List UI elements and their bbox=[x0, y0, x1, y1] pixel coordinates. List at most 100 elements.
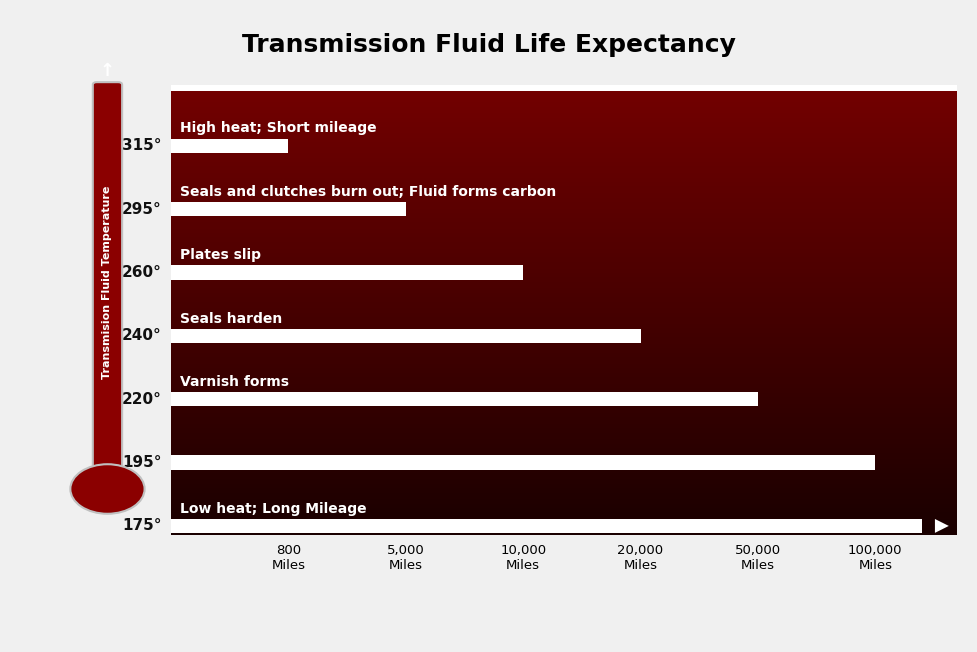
Bar bbox=[171, 321, 957, 324]
Bar bbox=[171, 198, 957, 200]
Bar bbox=[171, 479, 957, 481]
Bar bbox=[171, 136, 957, 138]
Bar bbox=[171, 111, 957, 113]
Bar bbox=[171, 180, 957, 182]
Text: Seals harden: Seals harden bbox=[181, 312, 282, 325]
Bar bbox=[171, 391, 957, 393]
Bar bbox=[171, 131, 957, 133]
Bar bbox=[171, 299, 957, 302]
Bar bbox=[171, 113, 957, 115]
Bar bbox=[171, 125, 957, 126]
Bar bbox=[171, 233, 957, 235]
Bar bbox=[171, 162, 957, 164]
Bar bbox=[171, 455, 957, 457]
Text: 260°: 260° bbox=[122, 265, 161, 280]
Bar bbox=[171, 306, 957, 308]
Bar bbox=[171, 302, 957, 304]
Bar bbox=[171, 326, 957, 329]
Bar bbox=[171, 364, 957, 366]
Bar bbox=[171, 266, 957, 269]
Bar bbox=[171, 512, 957, 514]
Bar bbox=[171, 475, 957, 477]
Bar bbox=[171, 514, 957, 517]
Bar bbox=[171, 229, 957, 231]
Bar bbox=[171, 242, 957, 244]
Text: Seals and clutches burn out; Fluid forms carbon: Seals and clutches burn out; Fluid forms… bbox=[181, 185, 557, 199]
Bar bbox=[171, 202, 957, 204]
Bar bbox=[171, 366, 957, 368]
Bar bbox=[171, 373, 957, 375]
Bar bbox=[171, 384, 957, 386]
Bar bbox=[171, 269, 957, 271]
Bar bbox=[171, 342, 957, 344]
Bar bbox=[171, 329, 641, 343]
Bar bbox=[171, 275, 957, 277]
Text: 220°: 220° bbox=[122, 392, 161, 407]
Bar bbox=[171, 481, 957, 484]
Bar bbox=[171, 451, 957, 452]
Bar bbox=[171, 397, 957, 400]
Text: High heat; Short mileage: High heat; Short mileage bbox=[181, 121, 377, 136]
Bar bbox=[171, 313, 957, 315]
Bar bbox=[171, 368, 957, 370]
Bar bbox=[171, 213, 957, 215]
Bar bbox=[171, 486, 957, 488]
Bar bbox=[171, 422, 957, 424]
Bar bbox=[171, 459, 957, 462]
Bar bbox=[171, 144, 957, 147]
Bar bbox=[171, 173, 957, 175]
Bar bbox=[171, 188, 957, 191]
Bar bbox=[171, 402, 957, 404]
Bar bbox=[171, 439, 957, 441]
Bar bbox=[171, 395, 957, 397]
Bar bbox=[171, 164, 957, 166]
Bar bbox=[171, 91, 957, 93]
Bar bbox=[171, 115, 957, 118]
Bar bbox=[171, 417, 957, 419]
Bar bbox=[171, 426, 957, 428]
Bar bbox=[171, 348, 957, 351]
Bar bbox=[171, 435, 957, 437]
Bar bbox=[171, 295, 957, 297]
Bar bbox=[171, 370, 957, 373]
Text: 195°: 195° bbox=[122, 455, 161, 470]
Bar bbox=[171, 271, 957, 273]
Bar bbox=[171, 231, 957, 233]
Bar bbox=[171, 392, 758, 406]
Bar bbox=[171, 107, 957, 109]
Bar bbox=[171, 492, 957, 495]
Bar bbox=[171, 473, 957, 475]
Bar bbox=[171, 304, 957, 306]
Bar bbox=[171, 428, 957, 430]
Bar bbox=[171, 297, 957, 299]
Bar bbox=[171, 346, 957, 348]
Bar bbox=[171, 457, 957, 459]
Bar bbox=[171, 375, 957, 377]
Bar bbox=[171, 177, 957, 180]
Bar bbox=[171, 519, 922, 533]
Bar bbox=[171, 207, 957, 209]
Text: Varnish forms: Varnish forms bbox=[181, 375, 289, 389]
Bar bbox=[171, 464, 957, 466]
Bar bbox=[171, 129, 957, 131]
Bar bbox=[171, 353, 957, 355]
Bar bbox=[171, 337, 957, 340]
Bar bbox=[171, 222, 957, 224]
Bar bbox=[171, 419, 957, 422]
Bar bbox=[171, 265, 523, 280]
Bar bbox=[171, 452, 957, 455]
Text: 175°: 175° bbox=[122, 518, 161, 533]
Bar bbox=[171, 433, 957, 435]
Bar bbox=[171, 171, 957, 173]
Bar bbox=[171, 284, 957, 286]
Bar bbox=[171, 104, 957, 107]
Bar bbox=[171, 262, 957, 264]
Bar bbox=[171, 411, 957, 413]
Bar bbox=[171, 251, 957, 253]
Bar bbox=[171, 138, 957, 140]
Bar bbox=[171, 118, 957, 120]
Bar bbox=[171, 142, 957, 144]
Bar bbox=[171, 522, 957, 524]
Bar bbox=[171, 226, 957, 229]
Bar bbox=[171, 149, 957, 151]
